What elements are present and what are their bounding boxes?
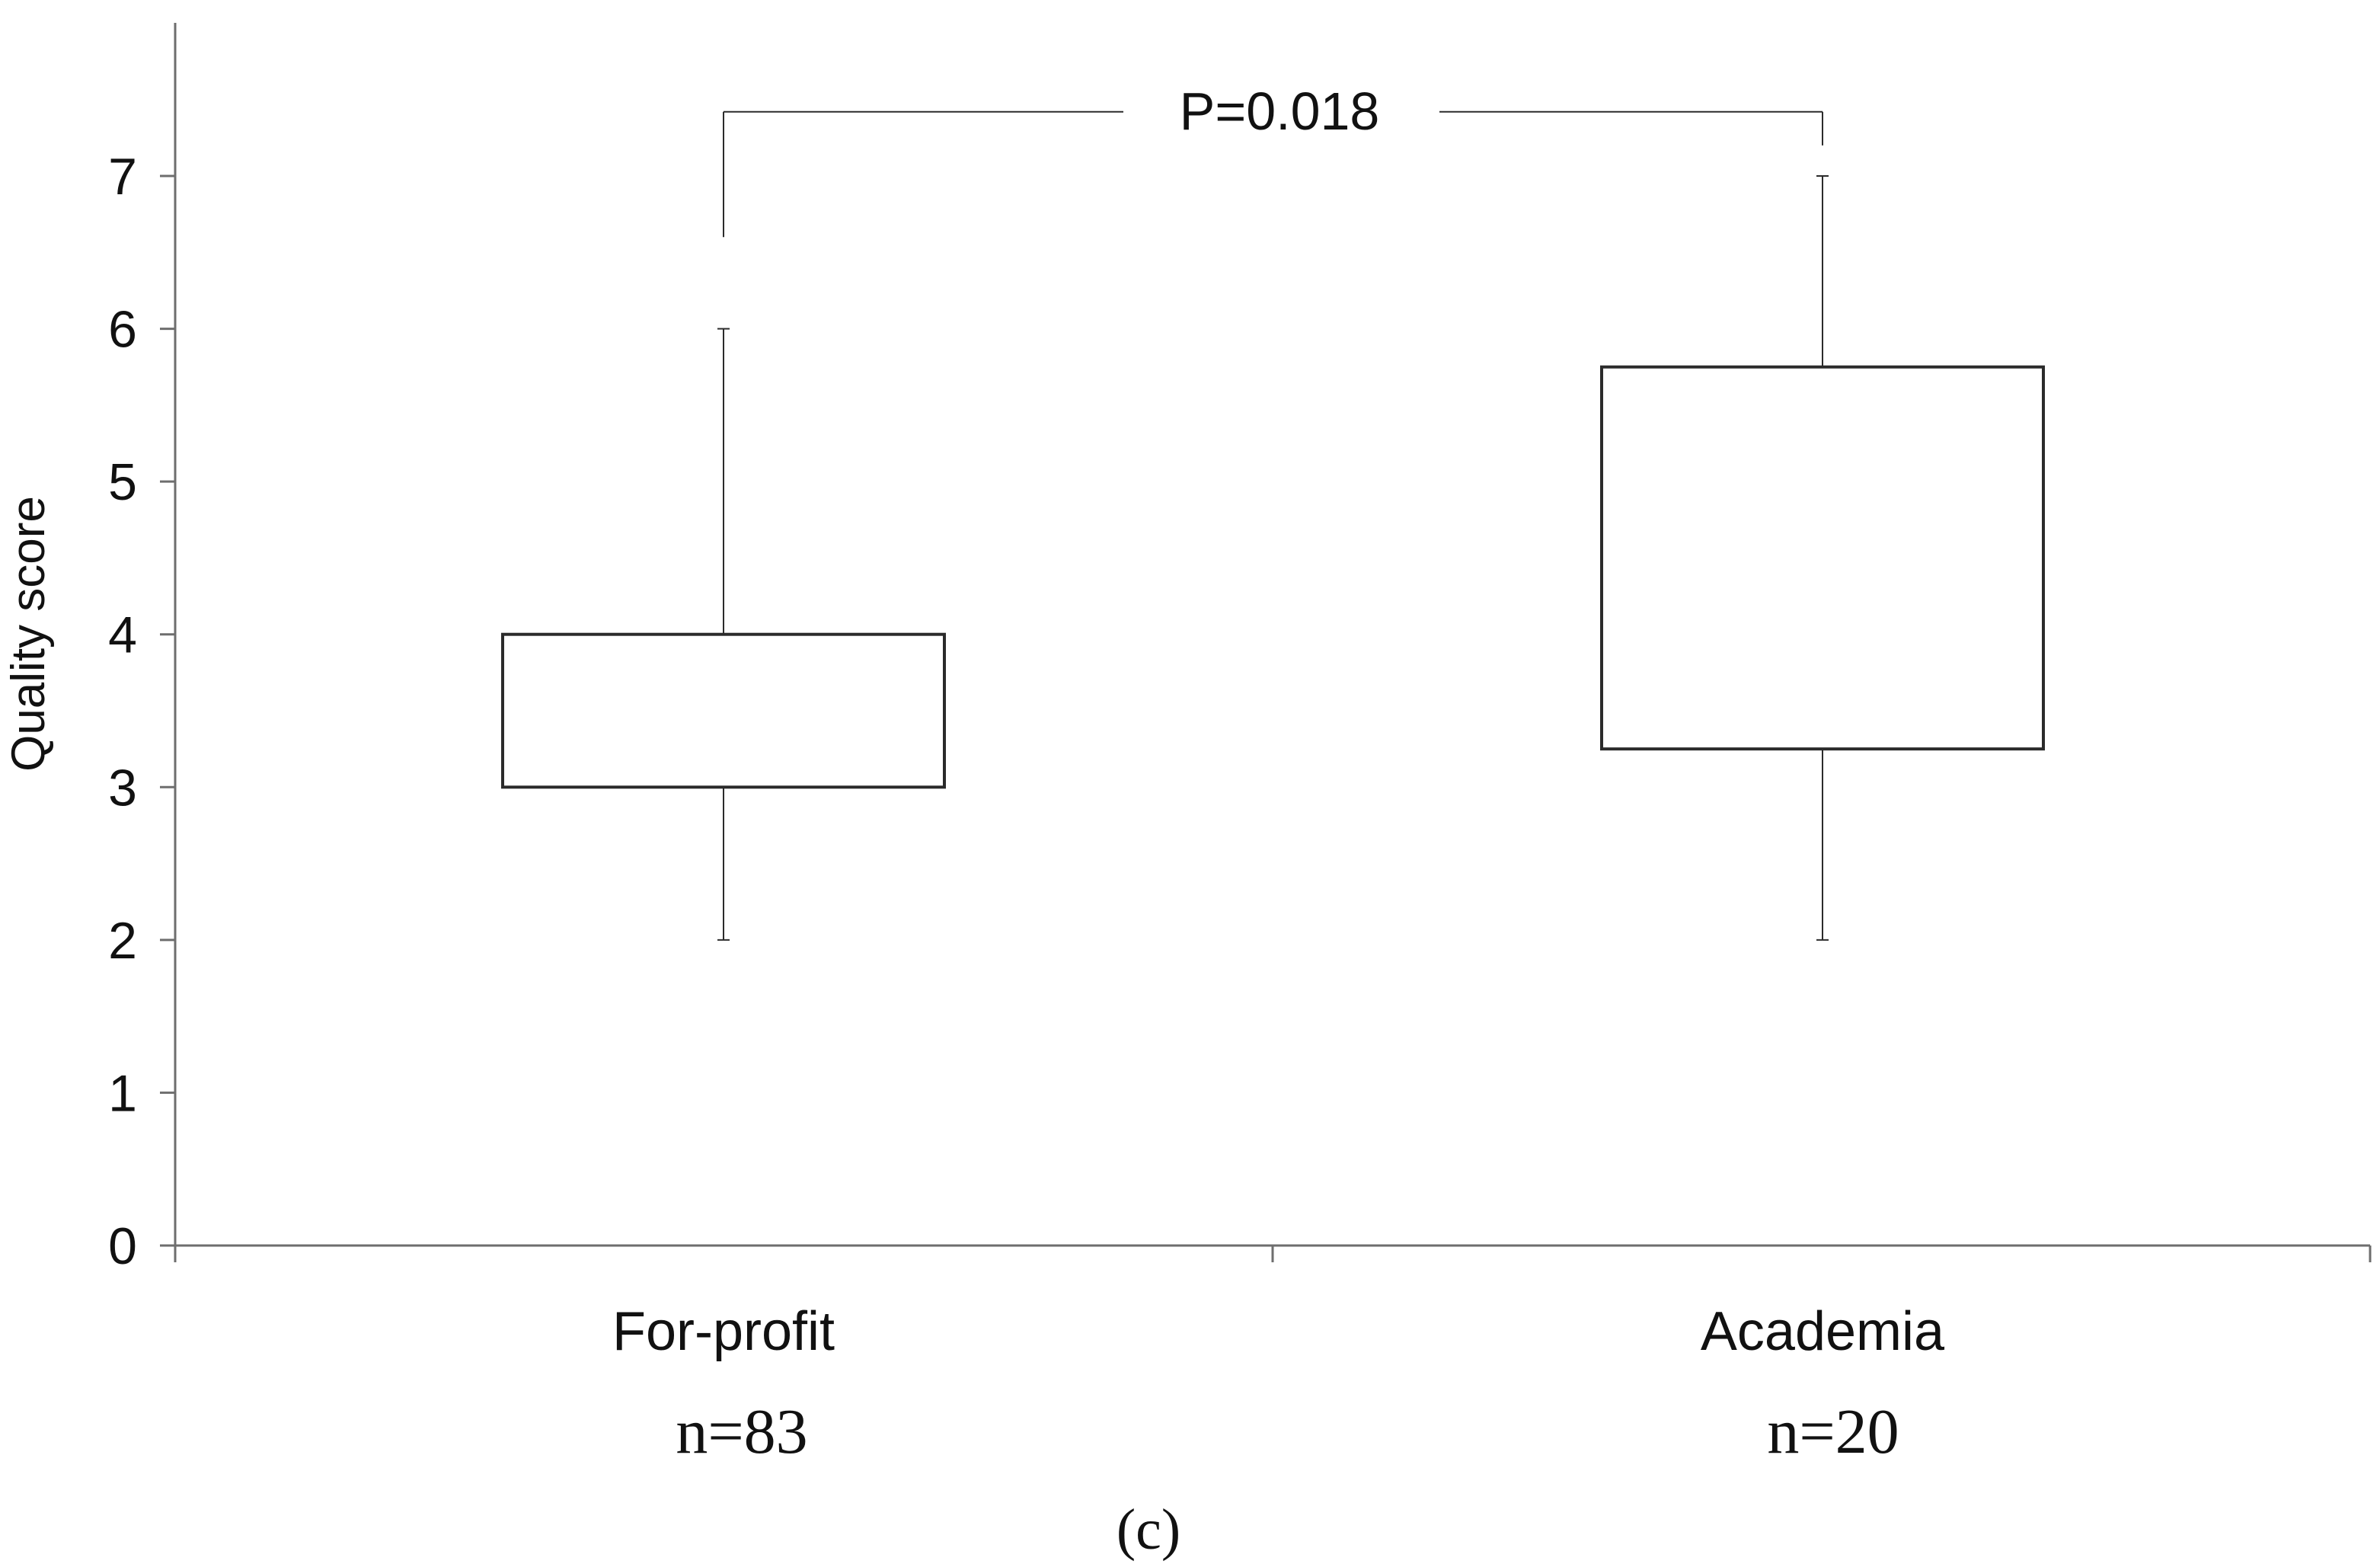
significance-bracket	[723, 110, 1823, 238]
panel-label-text: (c)	[1117, 1498, 1180, 1562]
y-tick-label-2: 2	[108, 912, 137, 970]
y-tick-label-4: 4	[108, 606, 137, 664]
iqr-box-for-profit	[501, 632, 946, 789]
y-tick-label-3: 3	[108, 759, 137, 817]
sample-size-for-profit: n=83	[676, 1396, 807, 1467]
panel-label: (c)	[1117, 1498, 1180, 1562]
y-tick-label-6: 6	[108, 301, 137, 359]
sample-size-academia: n=20	[1767, 1396, 1899, 1467]
y-tick-label-1: 1	[108, 1064, 137, 1122]
y-tick-label-0: 0	[108, 1217, 137, 1275]
y-tick-label-5: 5	[108, 453, 137, 511]
iqr-box-academia	[1600, 365, 2045, 751]
p-value-annotation: P=0.018	[1180, 82, 1380, 141]
category-label-for-profit: For-profit	[612, 1301, 835, 1362]
y-tick-label-7: 7	[108, 148, 137, 206]
category-label-academia: Academia	[1701, 1301, 1945, 1362]
y-axis-label: Quality score	[2, 496, 55, 772]
box-for-profit	[501, 328, 946, 941]
box-academia	[1600, 175, 2045, 941]
axes: 0 1 2 3 4 5 6 7	[108, 23, 2372, 1275]
box-plot-marks	[501, 110, 2045, 941]
labels: Quality score For-profit Academia n=83 n…	[2, 82, 1945, 1562]
